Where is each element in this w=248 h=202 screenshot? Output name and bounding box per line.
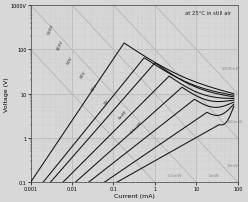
Text: 500V: 500V [46,23,54,35]
Text: 10V: 10V [91,83,99,93]
Text: 20V: 20V [79,70,87,79]
Text: 10mW: 10mW [227,163,240,167]
Text: 1mW: 1mW [118,109,128,120]
Text: 0.1mW: 0.1mW [129,120,143,134]
Text: 100mW: 100mW [227,119,243,123]
Text: 50V: 50V [66,55,74,65]
Text: 0.1mW: 0.1mW [167,173,182,177]
Text: 5V: 5V [104,98,110,105]
Text: 1mW: 1mW [209,173,219,177]
X-axis label: Current (mA): Current (mA) [114,193,155,198]
Y-axis label: Voltage (V): Voltage (V) [4,77,9,112]
Text: 100V: 100V [55,39,64,51]
Text: at 25°C in still air: at 25°C in still air [186,12,232,16]
Text: 1000mW: 1000mW [221,66,240,70]
